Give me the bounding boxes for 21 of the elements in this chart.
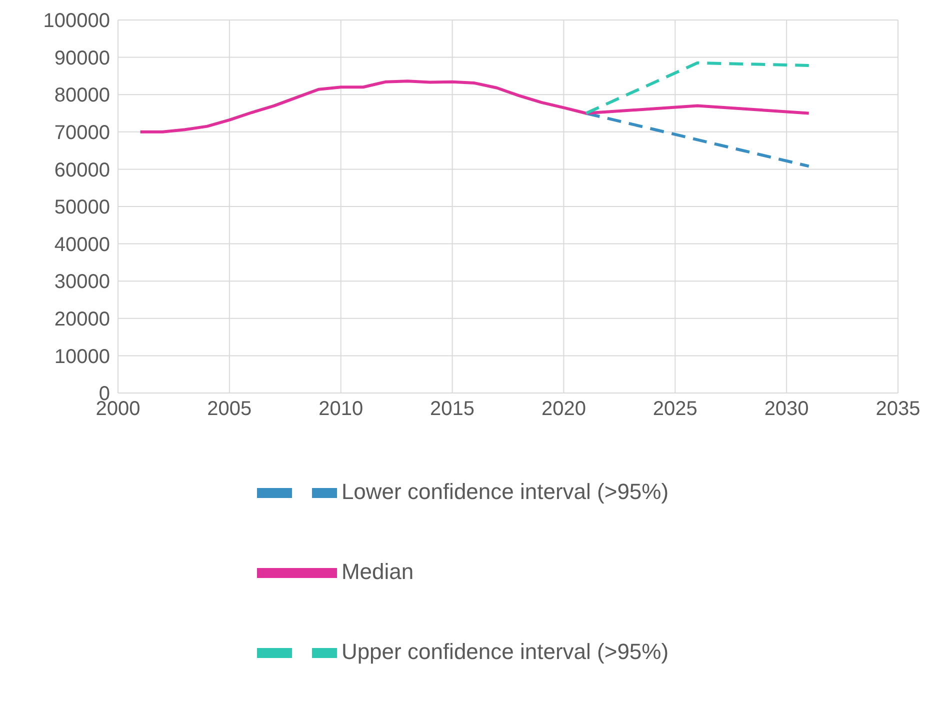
legend-label: Median [341, 558, 414, 584]
y-tick-label: 60000 [54, 159, 110, 182]
y-tick-label: 20000 [54, 308, 110, 330]
line-series [138, 80, 810, 134]
y-tick-label: 40000 [54, 234, 110, 256]
y-tick-label: 10000 [54, 346, 110, 368]
y-tick-label: 90000 [54, 47, 110, 70]
y-tick-label: 30000 [54, 271, 110, 294]
legend-label: Lower confidence interval (>95%) [341, 478, 669, 504]
y-tick-label: 70000 [54, 122, 110, 144]
x-tick-label: 2005 [207, 398, 252, 420]
x-tick-label: 2015 [430, 398, 475, 420]
y-tick-label: 50000 [54, 196, 110, 219]
y-tick-label: 100000 [43, 10, 110, 32]
x-tick-label: 2010 [318, 398, 364, 420]
x-tick-label: 2035 [876, 398, 920, 420]
x-tick-label: 2025 [652, 398, 698, 420]
y-tick-label: 80000 [54, 84, 110, 107]
legend-label: Upper confidence interval (>95%) [341, 638, 669, 664]
x-tick-label: 2030 [764, 398, 809, 420]
x-tick-label: 2020 [541, 398, 586, 420]
